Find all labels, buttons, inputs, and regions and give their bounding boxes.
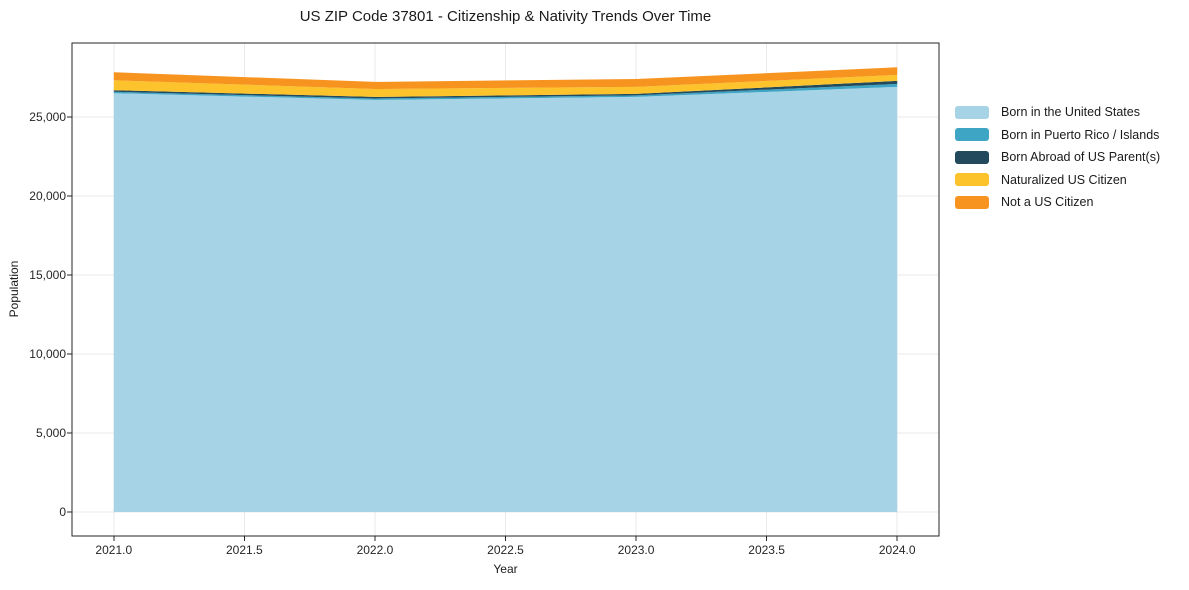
area-series-2 bbox=[113, 80, 898, 99]
y-tick-label: 5,000 bbox=[36, 426, 66, 440]
legend-item: Not a US Citizen bbox=[955, 191, 1160, 214]
x-tick-label: 2021.0 bbox=[95, 543, 132, 557]
legend-item: Naturalized US Citizen bbox=[955, 169, 1160, 192]
legend: Born in the United States Born in Puerto … bbox=[955, 101, 1160, 214]
x-tick-label: 2023.5 bbox=[748, 543, 785, 557]
y-tick-label: 0 bbox=[59, 505, 66, 519]
legend-label: Naturalized US Citizen bbox=[1001, 172, 1127, 187]
x-tick-label: 2022.5 bbox=[487, 543, 524, 557]
legend-label: Born in the United States bbox=[1001, 105, 1140, 120]
legend-item: Born Abroad of US Parent(s) bbox=[955, 146, 1160, 169]
legend-label: Not a US Citizen bbox=[1001, 195, 1094, 210]
x-tick-label: 2024.0 bbox=[879, 543, 916, 557]
x-tick-label: 2022.0 bbox=[357, 543, 394, 557]
legend-swatch bbox=[955, 150, 989, 164]
y-tick-label: 10,000 bbox=[29, 347, 66, 361]
legend-swatch bbox=[955, 128, 989, 142]
legend-label: Born in Puerto Rico / Islands bbox=[1001, 127, 1160, 142]
x-tick-label: 2023.0 bbox=[618, 543, 655, 557]
y-tick-label: 15,000 bbox=[29, 268, 66, 282]
x-tick-label: 2021.5 bbox=[226, 543, 263, 557]
y-tick-label: 25,000 bbox=[29, 110, 66, 124]
x-axis-label: Year bbox=[493, 562, 518, 576]
area-series-3 bbox=[113, 74, 898, 97]
y-axis-label: Population bbox=[7, 260, 21, 318]
y-tick-label: 20,000 bbox=[29, 189, 66, 203]
area-series-1 bbox=[113, 83, 898, 100]
area-series-0 bbox=[113, 86, 898, 513]
legend-swatch bbox=[955, 173, 989, 187]
chart-title: US ZIP Code 37801 - Citizenship & Nativi… bbox=[299, 8, 712, 25]
legend-item: Born in the United States bbox=[955, 101, 1160, 124]
legend-swatch bbox=[955, 105, 989, 119]
legend-item: Born in Puerto Rico / Islands bbox=[955, 124, 1160, 147]
area-series-4 bbox=[113, 67, 898, 89]
legend-swatch bbox=[955, 195, 989, 209]
legend-label: Born Abroad of US Parent(s) bbox=[1001, 150, 1161, 165]
